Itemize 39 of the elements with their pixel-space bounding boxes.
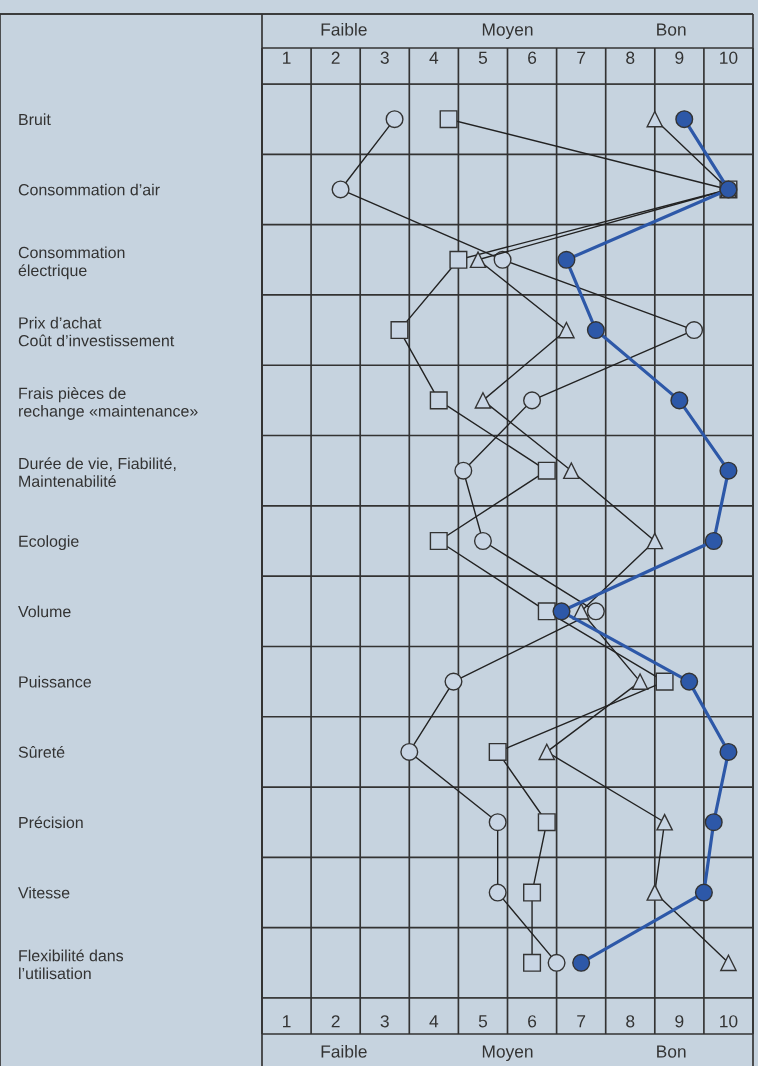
- text: Bon: [657, 1045, 686, 1058]
- x2-tick-label: 5: [478, 51, 488, 64]
- y-tick-label: Prix d’achat Coût d’investissement: [18, 316, 175, 347]
- x2-tick-label: 4: [429, 51, 439, 64]
- y-tick-label: Ecologie: [19, 535, 79, 551]
- x-tick-label: 5: [478, 1015, 488, 1028]
- text: Moyen: [482, 1045, 533, 1062]
- text: Faible: [321, 22, 367, 36]
- y-tick-label: Consommation d’air: [18, 183, 160, 196]
- y-tick-label: Vitesse: [18, 886, 70, 899]
- y-tick-label: Consommation électrique: [18, 246, 125, 280]
- y-tick-label: Flexibilité dans l’utilisation: [19, 949, 124, 980]
- x-tick-label: 8: [626, 1015, 635, 1028]
- y-tick-label: Frais pièces de rechange «maintenance»: [19, 387, 198, 420]
- x-tick-label: 1: [283, 1015, 291, 1028]
- x-tick-label: 2: [331, 1015, 340, 1028]
- x2-tick-label: 6: [528, 51, 537, 64]
- x2-tick-label: 10: [720, 51, 738, 64]
- text: Faible: [321, 1044, 367, 1058]
- x-tick-label: 4: [429, 1015, 439, 1028]
- y-tick-label: Bruit: [19, 113, 51, 126]
- x-tick-label: 9: [675, 1015, 684, 1028]
- y-tick-label: Durée de vie, Fiabilité, Maintenabilité: [19, 457, 176, 487]
- x-tick-label: 3: [380, 1015, 389, 1028]
- x-tick-label: 7: [577, 1015, 586, 1028]
- x2-tick-label: 9: [675, 51, 684, 64]
- y-tick-label: Précision: [19, 816, 83, 829]
- y-tick-label: Volume: [18, 605, 71, 618]
- x-tick-label: 10: [720, 1015, 738, 1028]
- x2-tick-label: 7: [577, 51, 586, 64]
- x2-tick-label: 1: [283, 51, 291, 64]
- text: Moyen: [482, 23, 533, 40]
- y-tick-label: Sûreté: [18, 745, 65, 758]
- text: Bon: [657, 23, 686, 36]
- x2-tick-label: 3: [380, 51, 389, 64]
- x-tick-label: 6: [528, 1015, 537, 1028]
- y-tick-label: Puissance: [19, 675, 91, 688]
- x2-tick-label: 2: [331, 51, 340, 64]
- x2-tick-label: 8: [626, 51, 635, 64]
